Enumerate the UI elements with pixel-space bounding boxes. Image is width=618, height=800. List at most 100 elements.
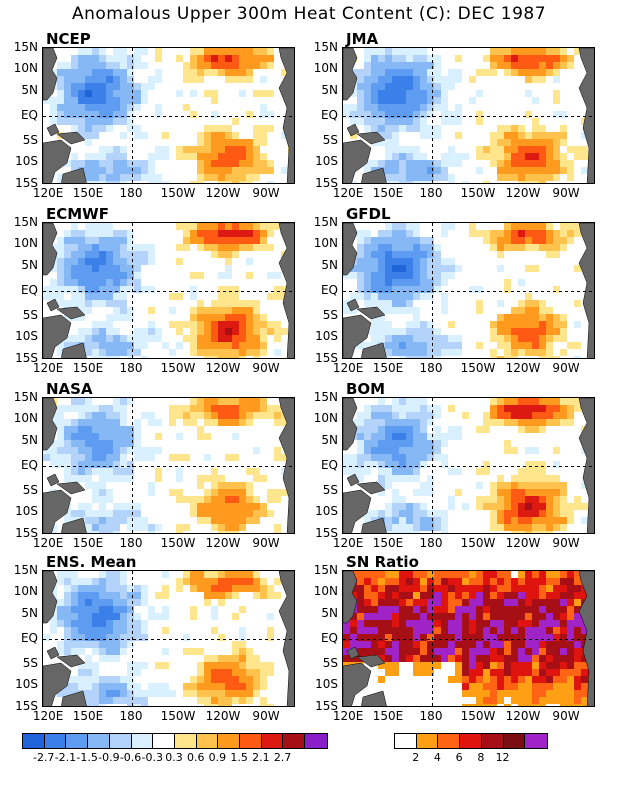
lat-tick-label: 10S <box>315 329 338 343</box>
lat-tick-label: 15N <box>13 390 38 404</box>
snr-colorbar <box>394 733 548 749</box>
land-mass <box>61 690 87 706</box>
map-panel: GFDL 15N 10N 5N EQ 5S 10S 15S 120E 150E 180 150W 120… <box>314 205 595 375</box>
land-mass <box>56 654 86 668</box>
land-mass <box>46 123 60 137</box>
land-mass <box>56 481 86 495</box>
land-mass <box>361 167 387 183</box>
lon-tick-label: 90W <box>552 709 580 723</box>
contour-field <box>43 223 294 358</box>
colorbar-swatch <box>196 734 219 748</box>
lon-tick-label: 150W <box>160 709 196 723</box>
lon-tick-label: 120E <box>332 361 364 375</box>
land-mass <box>346 298 360 312</box>
lon-tick-label: 120W <box>505 186 541 200</box>
lon-tick-label: 150E <box>372 536 404 550</box>
lat-tick-label: EQ <box>20 108 38 122</box>
lon-tick-label: 150W <box>460 536 496 550</box>
land-mass <box>61 517 87 533</box>
lat-tick-label: 15S <box>315 176 338 190</box>
colorbar-swatch <box>525 734 547 748</box>
land-mass <box>361 517 387 533</box>
colorbar-swatch <box>44 734 67 748</box>
colorbar-swatch <box>395 734 417 748</box>
lat-tick-label: 5N <box>321 83 338 97</box>
land-mass <box>46 298 60 312</box>
anomaly-colorbar <box>22 733 328 749</box>
lat-tick-label: EQ <box>20 283 38 297</box>
colorbar-label: -0.9 <box>98 751 120 764</box>
land-mass <box>46 646 60 660</box>
land-mass <box>343 571 358 624</box>
lat-tick-label: 15N <box>13 40 38 54</box>
lon-tick-label: 180 <box>419 709 443 723</box>
colorbar-swatch <box>174 734 197 748</box>
land-mass <box>43 398 58 451</box>
colorbar-label: -0.3 <box>141 751 164 764</box>
land-mass <box>361 690 387 706</box>
map-area <box>342 570 595 707</box>
lon-tick-label: 90W <box>252 186 280 200</box>
lat-tick-label: 10N <box>313 584 338 598</box>
contour-field <box>343 48 594 183</box>
lon-tick-label: 150W <box>460 709 496 723</box>
lat-tick-label: 5N <box>21 433 38 447</box>
map-area <box>342 397 595 534</box>
lon-tick-label: 90W <box>552 361 580 375</box>
panel-title: ENS. Mean <box>46 553 137 571</box>
panel-title: NASA <box>46 380 93 398</box>
land-mass <box>578 571 594 706</box>
lon-tick-label: 120W <box>205 536 241 550</box>
lat-tick-label: 10S <box>15 504 38 518</box>
map-area <box>342 47 595 184</box>
map-area <box>42 222 295 359</box>
land-mass <box>46 473 60 487</box>
lon-tick-label: 180 <box>119 709 143 723</box>
lat-tick-label: EQ <box>320 283 338 297</box>
lat-tick-label: 15S <box>15 176 38 190</box>
lat-tick-label: 15S <box>315 699 338 713</box>
lat-tick-label: 15S <box>315 526 338 540</box>
land-mass <box>278 48 294 183</box>
land-mass <box>343 662 372 706</box>
lat-tick-label: 15N <box>313 563 338 577</box>
lat-tick-label: 10S <box>15 154 38 168</box>
lat-tick-label: 15N <box>13 215 38 229</box>
map-panel: NASA 15N 10N 5N EQ 5S 10S 15S 120E 150E 180 150W 120… <box>14 380 295 550</box>
map-panel: ECMWF 15N 10N 5N EQ 5S 10S 15S 120E 150E 180 150W 12… <box>14 205 295 375</box>
lon-tick-label: 90W <box>252 709 280 723</box>
lon-tick-label: 120W <box>505 361 541 375</box>
land-mass <box>43 571 58 624</box>
land-mass <box>43 662 72 706</box>
lat-tick-label: 5S <box>322 133 338 147</box>
colorbar-label: -1.5 <box>76 751 98 764</box>
lon-tick-label: 150E <box>72 536 104 550</box>
lat-tick-label: 5S <box>322 308 338 322</box>
contour-field <box>43 571 294 706</box>
colorbar-swatch <box>261 734 284 748</box>
colorbar-swatch <box>460 734 482 748</box>
colorbar-swatch <box>88 734 110 748</box>
lat-tick-label: EQ <box>20 458 38 472</box>
colorbar-swatch <box>66 734 89 748</box>
colorbar-label: 2.7 <box>273 751 292 764</box>
lat-tick-label: 15N <box>313 390 338 404</box>
land-mass <box>61 167 87 183</box>
lat-tick-label: 15N <box>313 215 338 229</box>
colorbar-swatch <box>109 734 132 748</box>
colorbar-label: 0.3 <box>165 751 183 764</box>
land-mass <box>56 131 86 145</box>
colorbar-swatch <box>23 734 45 748</box>
lon-tick-label: 150E <box>372 709 404 723</box>
land-mass <box>346 473 360 487</box>
colorbar-swatch <box>503 734 526 748</box>
lon-tick-label: 120E <box>332 709 364 723</box>
lon-tick-label: 120W <box>205 186 241 200</box>
land-mass <box>43 48 58 101</box>
lat-tick-label: 5N <box>21 258 38 272</box>
colorbar-label: -0.6 <box>119 751 142 764</box>
map-area <box>342 222 595 359</box>
colorbar-swatch <box>416 734 439 748</box>
lon-tick-label: 150W <box>160 361 196 375</box>
lat-tick-label: 10N <box>13 584 38 598</box>
